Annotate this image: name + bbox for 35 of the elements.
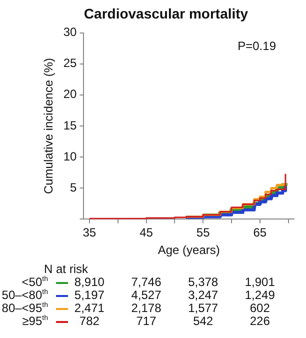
chart-title: Cardiovascular mortality [84,5,248,22]
y-tick-label: 15 [63,118,78,132]
text: 4,527 [131,288,162,302]
text: 782 [79,314,100,328]
text: 2,178 [131,301,162,315]
text: 2,471 [74,301,104,315]
y-tick-label: 20 [63,87,78,102]
text: 5,197 [74,288,104,302]
text: 1,577 [188,301,218,315]
legend-label: ≥95$^{th}$ [22,314,48,328]
x-tick-label: 35 [82,226,96,240]
legend-label: <50$^{th}$ [22,275,48,289]
text: 602 [250,301,270,315]
text: 542 [193,314,214,328]
y-tick-label: 25 [63,56,78,70]
legend-label: 80–<95$^{th}$ [2,301,48,315]
text: N at risk [44,262,88,276]
y-tick-label: 5 [70,180,78,194]
x-tick-label: 65 [253,226,267,240]
y-axis-title: Cumulative incidence (%) [42,58,56,194]
text: 7,746 [131,275,162,289]
text: 3,247 [188,288,218,302]
y-tick-label: 10 [63,149,78,164]
y-tick-label: 30 [63,25,78,40]
x-axis-title: Age (years) [158,243,220,258]
text: 5,378 [188,275,218,289]
text: 226 [250,314,270,328]
text: 8,910 [74,275,104,289]
text: 717 [136,314,156,328]
text: 1,901 [244,275,275,289]
annotation: P=0.19 [238,39,276,54]
x-tick-label: 55 [196,226,210,240]
legend-label: 50–<80$^{th}$ [2,288,48,302]
x-tick-label: 45 [140,226,154,240]
text: 1,249 [244,288,275,302]
